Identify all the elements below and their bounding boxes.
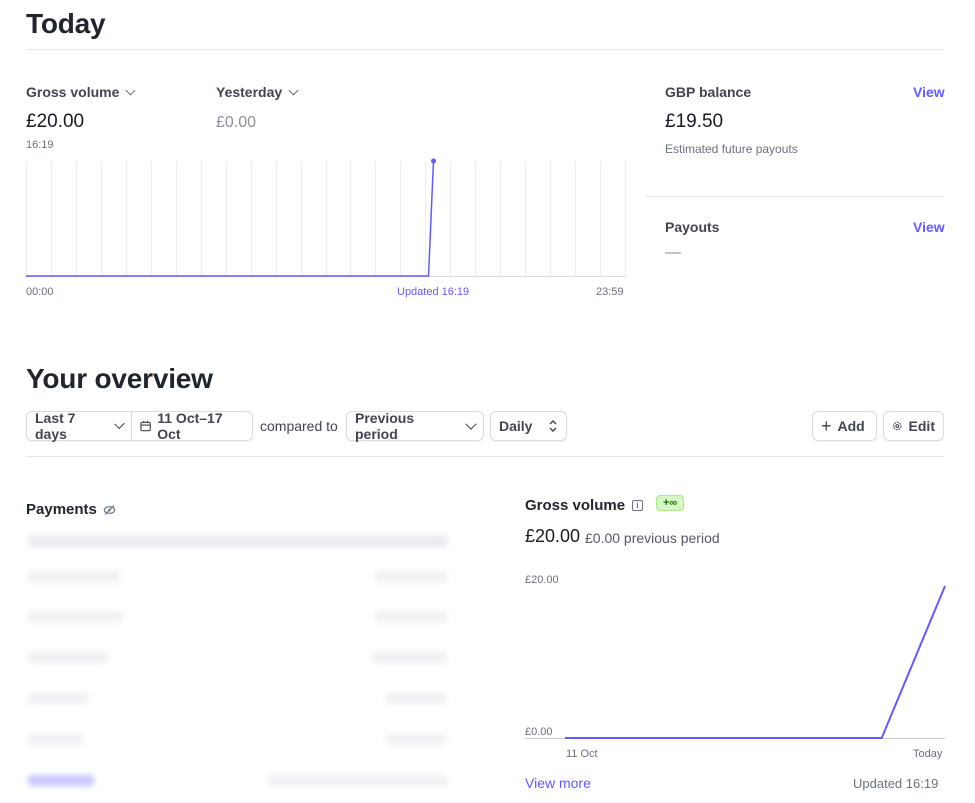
- updated-label: Updated 16:19: [853, 776, 939, 791]
- range-select[interactable]: Last 7 days: [26, 410, 132, 442]
- chart-end-label: 23:59: [596, 286, 624, 298]
- redacted-row-value: [385, 734, 447, 745]
- gross-volume-label: Gross volume: [26, 84, 120, 100]
- payments-header: Payments: [26, 501, 116, 518]
- edit-label: Edit: [908, 418, 935, 434]
- redacted-row-label: [28, 571, 120, 582]
- gbp-balance-label: GBP balance: [665, 84, 752, 100]
- divider: [26, 49, 944, 50]
- info-icon[interactable]: i: [632, 500, 644, 511]
- payouts-value: —: [665, 244, 681, 261]
- yesterday-value: £0.00: [216, 114, 257, 131]
- range-label: Last 7 days: [35, 410, 76, 442]
- gross-volume-previous: £0.00 previous period: [585, 530, 720, 546]
- interval-select[interactable]: Daily: [490, 411, 567, 441]
- gear-icon: [893, 421, 902, 431]
- compared-to-label: compared to: [260, 418, 338, 434]
- redacted-row-value: [375, 571, 447, 582]
- chevron-down-icon: [465, 418, 477, 430]
- data-point: [431, 158, 437, 164]
- redacted-row-label: [28, 611, 123, 622]
- calendar-icon: [140, 420, 151, 432]
- edit-button[interactable]: Edit: [883, 411, 944, 441]
- chevron-down-icon: [288, 85, 299, 95]
- comparison-label: Previous period: [355, 410, 415, 442]
- series-line: [565, 585, 946, 739]
- payouts-label: Payouts: [665, 219, 720, 235]
- chart-start-label: 00:00: [26, 286, 54, 298]
- y-axis-top-label: £20.00: [525, 574, 559, 586]
- redacted-link: [28, 775, 94, 786]
- overview-title: Your overview: [26, 363, 213, 394]
- redacted-row-label: [28, 734, 83, 745]
- series-line: [26, 160, 435, 277]
- view-more-link[interactable]: View more: [525, 775, 591, 791]
- gross-volume-card-title: Gross volume: [525, 497, 626, 514]
- redacted-footer: [268, 775, 448, 786]
- date-range-label: 11 Oct–17 Oct: [157, 410, 223, 442]
- add-button[interactable]: + Add: [812, 411, 877, 441]
- redacted-summary: [28, 535, 448, 547]
- redacted-row-label: [28, 693, 88, 704]
- chevron-updown-icon: [549, 420, 557, 432]
- gross-volume-card-value: £20.00: [525, 526, 581, 546]
- payouts-view-link[interactable]: View: [913, 219, 945, 235]
- divider: [645, 196, 944, 197]
- gross-volume-card-header: Gross volume i: [525, 497, 644, 514]
- chevron-down-icon: [125, 85, 136, 95]
- redacted-row-label: [28, 652, 108, 663]
- divider: [26, 456, 944, 457]
- x-axis-start-label: 11 Oct: [566, 748, 598, 760]
- chevron-down-icon: [113, 418, 125, 430]
- yesterday-label: Yesterday: [216, 84, 283, 100]
- add-label: Add: [837, 418, 865, 434]
- gbp-balance-sub: Estimated future payouts: [665, 142, 798, 156]
- redacted-row-value: [375, 611, 447, 622]
- comparison-select[interactable]: Previous period: [346, 410, 484, 442]
- gross-volume-value: £20.00: [26, 111, 85, 132]
- chart-updated-label: Updated 16:19: [397, 286, 470, 298]
- gross-volume-time: 16:19: [26, 139, 54, 151]
- eye-slash-icon[interactable]: [103, 504, 116, 516]
- plus-icon: +: [821, 416, 832, 436]
- gross-volume-selector[interactable]: Gross volume: [26, 84, 136, 100]
- gbp-balance-value: £19.50: [665, 111, 724, 132]
- gross-volume-chart: [525, 585, 946, 739]
- today-volume-chart: [26, 158, 626, 277]
- date-range-picker[interactable]: 11 Oct–17 Oct: [131, 410, 253, 442]
- x-axis-end-label: Today: [913, 748, 943, 760]
- yesterday-selector[interactable]: Yesterday: [216, 84, 299, 100]
- today-title: Today: [26, 8, 106, 39]
- y-axis-bottom-label: £0.00: [525, 726, 553, 738]
- gbp-balance-view-link[interactable]: View: [913, 84, 945, 100]
- interval-label: Daily: [499, 418, 533, 434]
- change-badge: +∞: [656, 495, 685, 511]
- payments-title: Payments: [26, 501, 97, 518]
- redacted-row-value: [385, 693, 447, 704]
- redacted-row-value: [372, 652, 447, 663]
